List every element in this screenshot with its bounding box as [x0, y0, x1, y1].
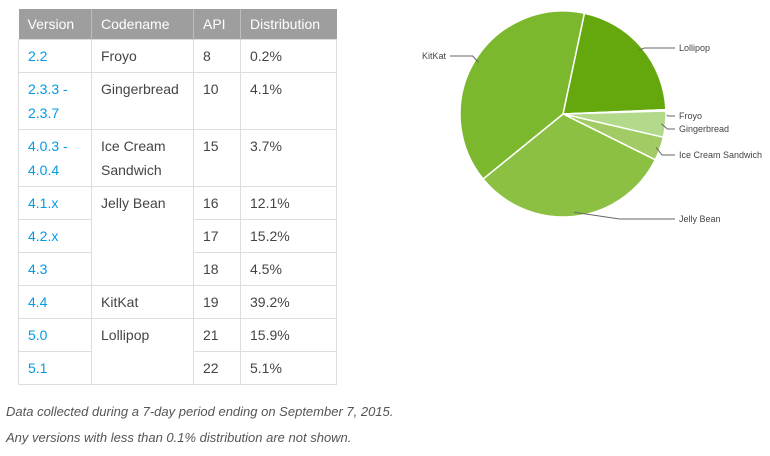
api-cell: 21 [193, 317, 241, 352]
leader-line-ice-cream-sandwich [655, 147, 675, 156]
slice-label-ice-cream-sandwich: Ice Cream Sandwich [679, 150, 762, 160]
table-row: 4.2.x 17 15.2% [18, 218, 337, 253]
leader-line-lollipop [638, 47, 675, 51]
api-cell: 17 [193, 218, 241, 253]
leader-line-kitkat [450, 55, 479, 63]
api-cell: 19 [193, 284, 241, 319]
distribution-cell: 15.2% [240, 218, 337, 253]
table-row: 2.2 Froyo 8 0.2% [18, 38, 337, 73]
api-cell: 8 [193, 38, 241, 73]
codename-cell: Lollipop [91, 317, 194, 385]
codename-cell: Jelly Bean [91, 185, 194, 286]
version-link[interactable]: 4.3 [28, 260, 48, 277]
version-link[interactable]: 2.3.3 - 2.3.7 [28, 80, 68, 121]
codename-cell: Ice Cream Sandwich [91, 128, 194, 187]
version-link[interactable]: 2.2 [28, 47, 48, 64]
version-cell: 5.0 [18, 317, 92, 352]
slice-label-kitkat: KitKat [422, 51, 447, 61]
leader-line-jelly-bean [573, 211, 675, 220]
distribution-cell: 4.1% [240, 71, 337, 130]
distribution-table: Version Codename API Distribution 2.2 Fr… [18, 9, 337, 385]
version-cell: 4.0.3 - 4.0.4 [18, 128, 92, 187]
slice-label-froyo: Froyo [679, 111, 702, 121]
distribution-cell: 3.7% [240, 128, 337, 187]
leader-line-gingerbread [661, 123, 675, 130]
version-link[interactable]: 4.4 [28, 293, 48, 310]
version-cell: 4.1.x [18, 185, 92, 220]
codename-cell: Froyo [91, 38, 194, 73]
slice-label-lollipop: Lollipop [679, 43, 710, 53]
table-row: 4.4 KitKat 19 39.2% [18, 284, 337, 319]
pie-slice-kitkat [459, 10, 586, 181]
distribution-cell: 15.9% [240, 317, 337, 352]
api-cell: 22 [193, 350, 241, 385]
distribution-cell: 39.2% [240, 284, 337, 319]
version-link[interactable]: 4.2.x [28, 227, 59, 244]
slice-label-gingerbread: Gingerbread [679, 124, 729, 134]
table-row: 5.0 Lollipop 21 15.9% [18, 317, 337, 385]
footnote-threshold: Any versions with less than 0.1% distrib… [6, 430, 352, 445]
version-cell: 5.1 [18, 350, 92, 385]
codename-cell: Gingerbread [91, 71, 194, 130]
table-row: 4.0.3 - 4.0.4 Ice Cream Sandwich 15 3.7% [18, 128, 337, 187]
header-codename: Codename [91, 9, 194, 39]
api-cell: 15 [193, 128, 241, 187]
api-cell: 10 [193, 71, 241, 130]
table-row: 4.3 18 4.5% [18, 251, 337, 286]
slice-label-jelly-bean: Jelly Bean [679, 214, 721, 224]
distribution-cell: 0.2% [240, 38, 337, 73]
version-link[interactable]: 4.1.x [28, 194, 59, 211]
table-row: 5.1 22 5.1% [18, 350, 337, 385]
table-header-row: Version Codename API Distribution [18, 9, 337, 39]
pie-slice-jelly-bean [482, 113, 657, 218]
version-cell: 2.2 [18, 38, 92, 73]
table-row: 2.3.3 - 2.3.7 Gingerbread 10 4.1% [18, 71, 337, 130]
version-cell: 2.3.3 - 2.3.7 [18, 71, 92, 130]
version-link[interactable]: 5.1 [28, 359, 48, 376]
header-api: API [193, 9, 241, 39]
distribution-cell: 5.1% [240, 350, 337, 385]
footnote-data-period: Data collected during a 7-day period end… [6, 404, 394, 419]
version-link[interactable]: 5.0 [28, 326, 48, 343]
pie-slice-lollipop [562, 12, 667, 115]
header-version: Version [18, 9, 92, 39]
version-link[interactable]: 4.0.3 - 4.0.4 [28, 137, 68, 178]
header-distribution: Distribution [240, 9, 337, 39]
distribution-cell: 4.5% [240, 251, 337, 286]
